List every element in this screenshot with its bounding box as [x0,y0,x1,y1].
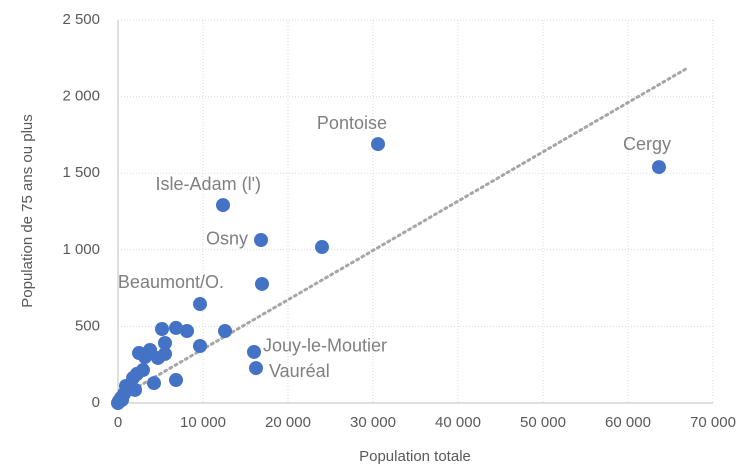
y-tick-label: 1 500 [62,164,100,181]
point [137,350,152,365]
point-label: Pontoise [317,113,387,133]
x-tick-label: 40 000 [435,414,481,431]
point [192,297,207,312]
point-label: Cergy [623,134,671,154]
point [157,335,172,350]
point [651,160,666,175]
y-tick-label: 500 [75,317,100,334]
point-label: Isle-Adam (l') [156,174,261,194]
point-label: Osny [206,229,248,249]
x-tick-label: 50 000 [520,414,566,431]
point [111,396,125,410]
point [192,339,207,354]
y-tick-label: 0 [92,394,100,411]
x-tick-label: 30 000 [350,414,396,431]
y-tick-label: 2 000 [62,88,100,105]
x-tick-label: 20 000 [265,414,311,431]
point [370,137,385,152]
point [315,240,329,255]
point [180,323,195,338]
point [169,320,184,335]
x-tick-label: 60 000 [605,414,651,431]
point [248,361,263,376]
x-tick-label: 0 [114,414,122,431]
point [146,376,161,391]
point [135,363,150,378]
x-tick-label: 70 000 [690,414,736,431]
point [217,323,232,338]
point-label: Jouy-le-Moutier [263,336,387,356]
point-label: Beaumont/O. [118,272,224,292]
y-tick-label: 1 000 [62,241,100,258]
point [216,198,231,213]
point [169,373,184,388]
x-tick-label: 10 000 [180,414,226,431]
point-label: Vauréal [269,361,330,381]
trendline [116,67,688,400]
point [254,276,269,291]
point [128,382,142,397]
y-axis-title: Population de 75 ans ou plus [19,114,36,307]
point [154,322,169,337]
y-tick-label: 2 500 [62,11,100,28]
x-axis-title: Population totale [359,448,471,465]
point [247,344,261,359]
point [254,232,269,247]
